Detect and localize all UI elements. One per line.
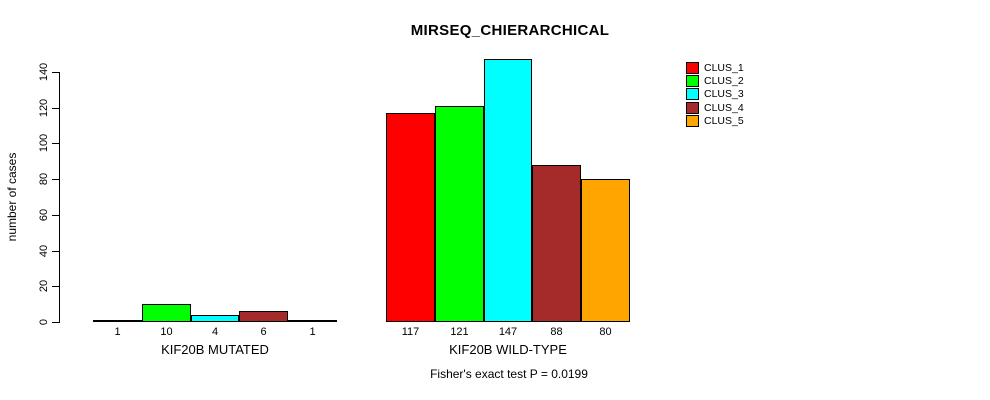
bar-value-label: 4	[211, 326, 219, 338]
bar-value-label: 147	[498, 326, 518, 338]
bar-value-label: 80	[599, 326, 612, 338]
bar-value-label: 1	[114, 326, 121, 338]
legend-label: CLUS_3	[704, 88, 744, 101]
group-label-wild-type: KIF20B WILD-TYPE	[449, 342, 567, 357]
bar-clus_3	[484, 59, 532, 322]
legend: CLUS_1 CLUS_2 CLUS_3 CLUS_4 CLUS_5	[686, 61, 744, 128]
bar-clus_1	[386, 113, 435, 322]
y-axis-tick	[52, 215, 59, 216]
y-axis-tick-label: 20	[38, 279, 50, 293]
bar-clus_1	[93, 320, 142, 322]
bar-value-label: 88	[550, 326, 563, 338]
legend-label: CLUS_1	[704, 61, 744, 74]
y-axis-label: number of cases	[5, 152, 19, 242]
y-axis-tick	[52, 251, 59, 252]
bar-clus_5	[288, 320, 337, 322]
bar-clus_4	[239, 311, 288, 322]
legend-swatch	[686, 115, 699, 128]
legend-item-clus_3: CLUS_3	[686, 88, 744, 101]
y-axis-tick	[52, 72, 59, 73]
bar-value-label: 121	[450, 326, 469, 338]
legend-swatch	[686, 101, 699, 114]
bar-value-label: 6	[260, 326, 267, 338]
bar-clus_2	[435, 106, 484, 322]
y-axis-tick	[52, 286, 59, 287]
caption-fisher-test: Fisher's exact test P = 0.0199	[430, 367, 588, 381]
bar-value-label: 1	[309, 326, 316, 338]
legend-item-clus_4: CLUS_4	[686, 101, 744, 114]
legend-label: CLUS_5	[704, 115, 744, 128]
y-axis-tick-label: 120	[38, 98, 50, 118]
y-axis-tick-label: 80	[38, 172, 50, 186]
bar-clus_4	[532, 165, 581, 322]
legend-swatch	[686, 88, 699, 101]
legend-swatch	[686, 75, 699, 88]
group-label-mutated: KIF20B MUTATED	[161, 342, 269, 357]
y-axis-tick	[52, 143, 59, 144]
bar-clus_2	[142, 304, 191, 322]
bar-value-label: 117	[401, 326, 420, 338]
legend-swatch	[686, 61, 699, 74]
y-axis-tick	[52, 108, 59, 109]
legend-label: CLUS_2	[704, 75, 744, 88]
chart-title: MIRSEQ_CHIERARCHICAL	[410, 22, 610, 39]
y-axis-tick-label: 40	[38, 244, 50, 258]
bar-clus_5	[581, 179, 630, 322]
legend-label: CLUS_4	[704, 101, 744, 114]
legend-item-clus_5: CLUS_5	[686, 115, 744, 128]
bar-clus_3	[191, 315, 239, 322]
legend-item-clus_1: CLUS_1	[686, 61, 744, 74]
bar-value-label: 10	[160, 326, 173, 338]
y-axis-tick-label: 60	[38, 208, 50, 222]
legend-item-clus_2: CLUS_2	[686, 74, 744, 88]
y-axis-tick	[52, 179, 59, 180]
y-axis-tick-label: 140	[38, 62, 50, 82]
y-axis-tick	[52, 322, 59, 323]
y-axis-tick-label: 100	[38, 133, 50, 153]
y-axis-line	[59, 72, 60, 323]
y-axis-tick-label: 0	[38, 318, 50, 326]
